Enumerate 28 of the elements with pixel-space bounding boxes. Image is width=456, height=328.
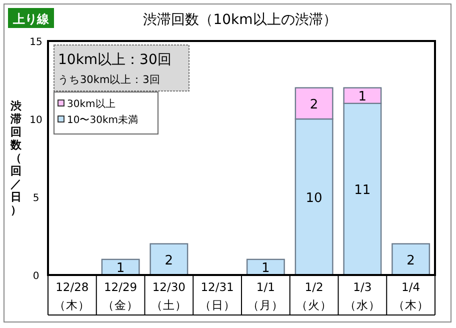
x-tick-label: 12/30 （土）: [150, 280, 187, 312]
data-label: 2: [310, 97, 318, 112]
y-tick-label: 0: [32, 271, 40, 282]
x-tick-label: 12/29 （金）: [102, 280, 139, 312]
data-label: 11: [354, 183, 371, 198]
data-label: 1: [116, 261, 125, 276]
data-label: 1: [262, 261, 270, 276]
x-tick-label: 1/3 （水）: [344, 280, 380, 312]
data-label: 2: [164, 253, 174, 268]
legend-label: 30km以上: [67, 98, 116, 110]
annotation: 10km以上：30回: [58, 52, 172, 68]
x-tick-label: 12/31 （日）: [199, 280, 236, 312]
x-tick-label: 1/4 （木）: [392, 280, 429, 312]
data-label: 10: [306, 191, 322, 206]
x-tick-label: 1/1 （月）: [248, 280, 284, 312]
y-tick-label: 10: [30, 115, 42, 126]
y-tick-label: 15: [30, 37, 42, 48]
summary-box: 10km以上：30回 うち30km以上：3回: [54, 44, 190, 92]
legend-label: 10〜30km未満: [67, 114, 138, 126]
x-tick-label: 1/2 （火）: [296, 280, 332, 312]
text: 渋滞回数（回／日）: [10, 100, 22, 216]
y-tick-label: 5: [32, 193, 40, 204]
badge: 上り線: [8, 8, 54, 28]
x-tick-label: 12/28 （木）: [54, 280, 90, 312]
data-label: 1: [358, 90, 367, 105]
chart-title: 渋滞回数（10km以上の渋滞）: [143, 12, 337, 28]
annotation: うち30km以上：3回: [58, 73, 160, 86]
data-label: 2: [406, 253, 415, 268]
